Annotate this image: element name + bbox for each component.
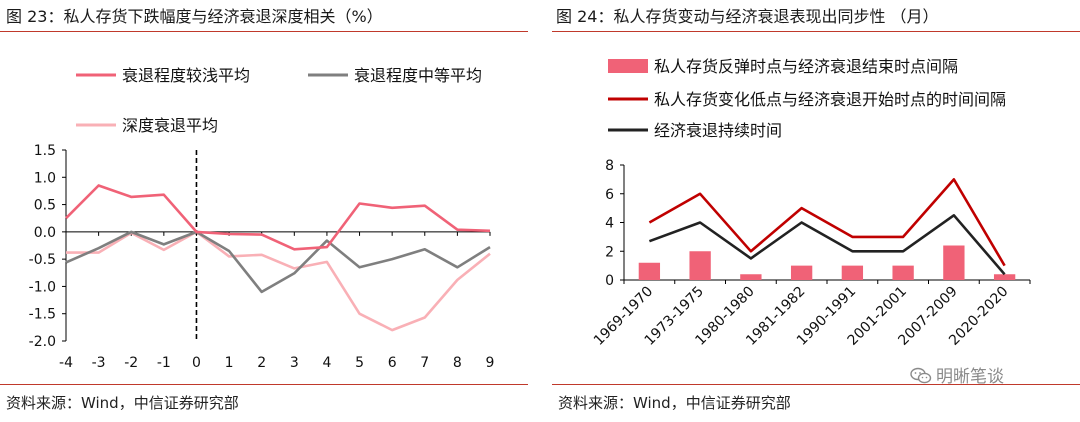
bar bbox=[740, 274, 762, 280]
series-line-1 bbox=[648, 178, 1006, 267]
x-tick-label: 0 bbox=[192, 355, 201, 371]
x-tick-label: -1 bbox=[157, 355, 171, 371]
y-tick-label: 4 bbox=[605, 216, 614, 232]
right-title-rule bbox=[552, 31, 1080, 32]
legend-label-2: 经济衰退持续时间 bbox=[654, 121, 782, 140]
y-tick-label: -2.0 bbox=[29, 334, 56, 350]
left-title-rule bbox=[0, 31, 528, 32]
x-tick-label: -3 bbox=[92, 355, 106, 371]
right-chart-title: 图 24：私人存货变动与经济衰退表现出同步性 （月） bbox=[556, 7, 939, 26]
left-source-rule bbox=[0, 384, 528, 385]
x-tick-label: 1 bbox=[225, 355, 234, 371]
legend-label-1: 衰退程度中等平均 bbox=[354, 66, 482, 85]
right-source-rule bbox=[552, 384, 1080, 385]
series-line-2 bbox=[648, 214, 1006, 276]
series-line-1 bbox=[65, 230, 491, 294]
y-tick-label: 6 bbox=[605, 187, 614, 203]
y-tick-label: -1.0 bbox=[29, 279, 56, 295]
bar bbox=[993, 274, 1016, 280]
legend-label-0: 私人存货反弹时点与经济衰退结束时点间隔 bbox=[654, 57, 958, 76]
series-line-2 bbox=[66, 230, 491, 332]
wechat-icon bbox=[910, 367, 932, 384]
legend-label-2: 深度衰退平均 bbox=[122, 116, 218, 135]
bar bbox=[790, 265, 813, 280]
y-tick-label: 1.5 bbox=[34, 143, 56, 159]
y-tick-label: 2 bbox=[605, 244, 614, 260]
y-tick-label: 0 bbox=[605, 273, 614, 289]
x-tick-label: 9 bbox=[486, 355, 495, 371]
bar bbox=[943, 245, 965, 280]
x-tick-label: 2 bbox=[257, 355, 266, 371]
legend-label-1: 私人存货变化低点与经济衰退开始时点的时间间隔 bbox=[654, 90, 1006, 109]
bar bbox=[689, 251, 711, 280]
watermark: 明晰笔谈 bbox=[910, 362, 1004, 387]
x-tick-label: 5 bbox=[355, 355, 364, 371]
bar bbox=[841, 265, 864, 280]
x-tick-label: -2 bbox=[124, 355, 138, 371]
x-tick-label: 7 bbox=[420, 355, 429, 371]
x-tick-label: 6 bbox=[388, 355, 397, 371]
bar bbox=[892, 265, 914, 280]
left-source: 资料来源：Wind，中信证券研究部 bbox=[6, 394, 239, 412]
y-tick-label: -0.5 bbox=[29, 252, 56, 268]
x-tick-label: 8 bbox=[453, 355, 462, 371]
bar bbox=[638, 262, 661, 280]
x-tick-label: 4 bbox=[322, 355, 331, 371]
legend-label-0: 衰退程度较浅平均 bbox=[122, 66, 250, 85]
x-tick-label: 3 bbox=[290, 355, 299, 371]
left-chart-title: 图 23：私人存货下跌幅度与经济衰退深度相关（%） bbox=[6, 7, 383, 26]
y-tick-label: -1.5 bbox=[29, 307, 56, 323]
watermark-text: 明晰笔谈 bbox=[936, 367, 1004, 387]
legend-swatch-0 bbox=[608, 59, 648, 73]
right-chart: 私人存货反弹时点与经济衰退结束时点间隔私人存货变化低点与经济衰退开始时点的时间间… bbox=[591, 57, 1031, 349]
y-tick-label: 8 bbox=[605, 158, 614, 174]
series-line-0 bbox=[65, 184, 491, 251]
y-tick-label: 1.0 bbox=[34, 170, 56, 186]
right-source: 资料来源：Wind，中信证券研究部 bbox=[558, 394, 791, 412]
y-tick-label: 0.0 bbox=[34, 225, 56, 241]
y-tick-label: 0.5 bbox=[34, 198, 56, 214]
x-tick-label: -4 bbox=[59, 355, 73, 371]
